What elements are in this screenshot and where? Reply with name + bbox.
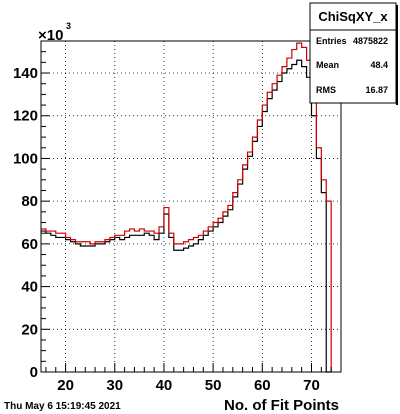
x-tick-label: 40 bbox=[156, 377, 173, 394]
date-stamp: Thu May 6 15:19:45 2021 bbox=[4, 401, 121, 412]
y-tick-label: 80 bbox=[21, 193, 38, 210]
y-tick-label: 40 bbox=[21, 279, 38, 296]
y-tick-label: 20 bbox=[21, 321, 38, 338]
stats-box-shadow bbox=[396, 5, 398, 105]
stats-title: ChiSqXY_x bbox=[318, 9, 388, 24]
y-multiplier-label: ×10 bbox=[38, 27, 63, 44]
stats-rms-value: 16.87 bbox=[365, 85, 388, 95]
x-tick-label: 20 bbox=[57, 377, 74, 394]
histogram-series-2 bbox=[41, 43, 331, 372]
histogram-series bbox=[41, 43, 331, 372]
x-axis-title: No. of Fit Points bbox=[224, 397, 339, 414]
grid-lines bbox=[41, 41, 341, 372]
x-tick-label: 60 bbox=[254, 377, 271, 394]
stats-rms-label: RMS bbox=[316, 85, 336, 95]
y-tick-label: 140 bbox=[13, 65, 38, 82]
stats-box: ChiSqXY_x Entries 4875822 Mean 48.4 RMS … bbox=[310, 3, 398, 105]
stats-entries-label: Entries bbox=[316, 36, 347, 46]
stats-mean-value: 48.4 bbox=[370, 60, 388, 70]
tick-labels: 20 30 40 50 60 70 0 20 40 60 80 100 120 140 bbox=[13, 65, 320, 394]
stats-mean-label: Mean bbox=[316, 60, 339, 70]
y-tick-label: 100 bbox=[13, 150, 38, 167]
y-multiplier-exponent: 3 bbox=[66, 21, 71, 31]
y-tick-label: 0 bbox=[30, 364, 38, 381]
x-tick-label: 30 bbox=[106, 377, 123, 394]
y-tick-label: 120 bbox=[13, 108, 38, 125]
stats-entries-value: 4875822 bbox=[353, 36, 388, 46]
axis-ticks bbox=[41, 41, 341, 372]
x-tick-label: 70 bbox=[303, 377, 320, 394]
y-tick-label: 60 bbox=[21, 236, 38, 253]
plot-frame bbox=[41, 41, 341, 372]
histogram-series-1 bbox=[41, 60, 331, 372]
x-tick-label: 50 bbox=[205, 377, 222, 394]
